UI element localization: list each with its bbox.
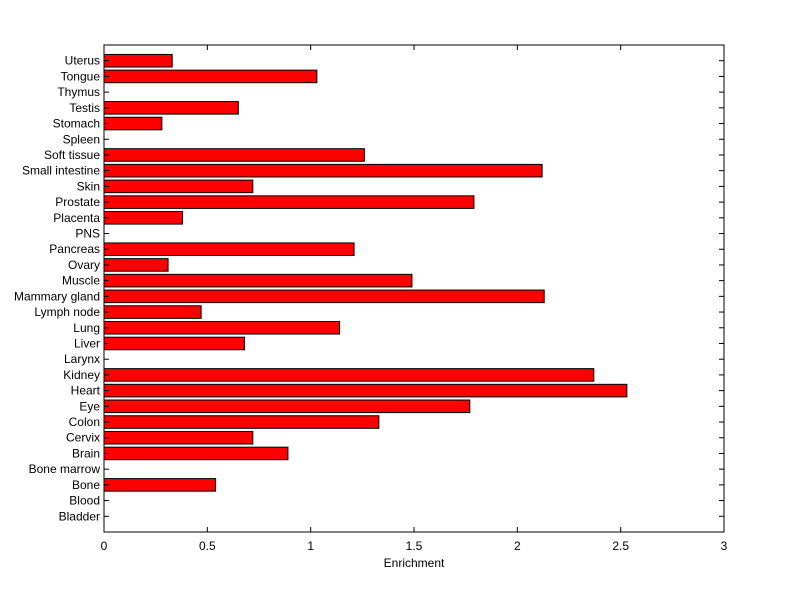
y-tick-label: Eye (79, 399, 100, 413)
y-tick-label: Small intestine (22, 164, 100, 178)
bar-placenta (103, 211, 184, 225)
y-tick-label: Pancreas (49, 242, 100, 256)
y-tick-label: Blood (69, 494, 100, 508)
y-tick-label: Muscle (62, 274, 100, 288)
y-tick-label: Prostate (55, 195, 100, 209)
bar-lung (103, 320, 341, 335)
x-tick-label: 1.5 (406, 539, 423, 553)
x-tick-label: 0.5 (199, 539, 216, 553)
bars-group (103, 53, 628, 492)
bar-tongue (103, 69, 318, 84)
y-tick-label: Brain (72, 446, 100, 460)
y-tick-label: Placenta (53, 211, 100, 225)
y-tick-label: Skin (77, 179, 100, 193)
y-tick-label: Cervix (66, 431, 100, 445)
bar-ovary (103, 258, 169, 272)
y-tick-label: Thymus (57, 85, 100, 99)
bar-pancreas (103, 242, 355, 257)
y-tick-label: Soft tissue (44, 148, 100, 162)
bar-uterus (103, 53, 173, 68)
x-ticks-group: 0 0.5 1 1.5 2 2.5 3 (101, 45, 728, 553)
bar-eye (103, 399, 471, 414)
x-axis-label: Enrichment (384, 556, 445, 570)
bar-prostate (103, 195, 475, 209)
bar-mammary-gland (103, 289, 545, 304)
y-tick-label: Spleen (63, 132, 100, 146)
plot-frame (103, 44, 725, 533)
bar-colon (103, 415, 380, 429)
x-tick-label: 1 (307, 539, 314, 553)
y-tick-label: Liver (74, 336, 100, 350)
bar-small-intestine (103, 163, 543, 178)
bar-liver (103, 336, 246, 351)
bar-testis (103, 101, 239, 115)
x-tick-label: 0 (101, 539, 108, 553)
y-tick-label: Testis (69, 101, 100, 115)
y-tick-label: Tongue (61, 69, 101, 83)
x-tick-label: 2.5 (612, 539, 629, 553)
y-tick-label: Uterus (65, 54, 100, 68)
y-tick-label: Mammary gland (14, 289, 100, 303)
bar-muscle (103, 273, 413, 288)
bar-bone (103, 478, 217, 492)
y-tick-label: Lymph node (34, 305, 100, 319)
y-tick-label: Lung (73, 321, 100, 335)
bar-stomach (103, 116, 163, 131)
y-tick-label: PNS (75, 227, 100, 241)
y-tick-label: Larynx (64, 352, 100, 366)
y-tick-label: Stomach (53, 117, 100, 131)
y-tick-label: Bone marrow (29, 462, 101, 476)
bar-cervix (103, 430, 254, 445)
y-tick-label: Colon (69, 415, 100, 429)
bar-brain (103, 446, 289, 461)
y-tick-label: Kidney (63, 368, 100, 382)
bar-skin (103, 179, 254, 194)
bar-lymph-node (103, 305, 202, 319)
y-tick-label: Bone (72, 478, 100, 492)
x-tick-label: 3 (721, 539, 728, 553)
y-tick-label: Ovary (68, 258, 100, 272)
x-tick-label: 2 (514, 539, 521, 553)
y-tick-label: Bladder (59, 509, 100, 523)
bar-heart (103, 383, 628, 398)
y-tick-label: Heart (71, 384, 101, 398)
bar-kidney (103, 368, 595, 382)
bar-soft-tissue (103, 148, 365, 162)
